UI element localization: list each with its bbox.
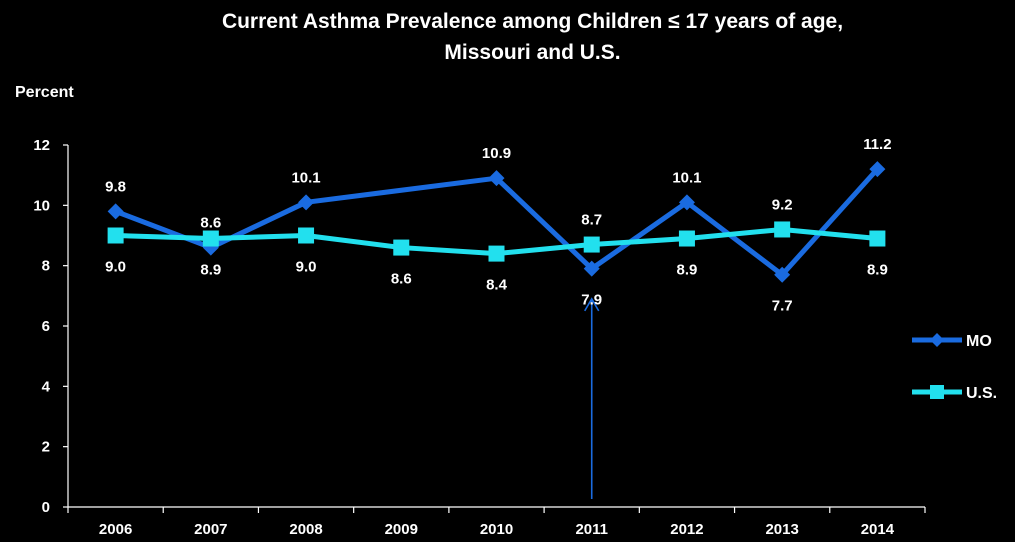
x-tick-label: 2011 [575, 521, 608, 538]
legend-label-us: U.S. [966, 385, 997, 402]
us-data-label: 8.9 [200, 262, 221, 279]
us-point [583, 236, 600, 253]
annotation-arrow-head [584, 297, 600, 312]
us-data-label: 8.4 [486, 277, 508, 294]
us-data-label: 9.0 [105, 259, 126, 276]
chart-title-line-1: Current Asthma Prevalence among Children… [221, 10, 844, 33]
us-point [488, 245, 505, 262]
us-point [393, 239, 410, 256]
x-tick-label: 2014 [861, 521, 895, 538]
us-data-label: 8.7 [581, 212, 602, 229]
x-tick-label: 2010 [480, 521, 513, 538]
us-point [678, 230, 695, 247]
x-tick-label: 2013 [765, 521, 798, 538]
y-tick-label: 0 [42, 499, 50, 516]
us-point [869, 230, 886, 247]
us-data-label: 8.9 [867, 262, 888, 279]
us-data-label: 8.9 [677, 262, 698, 279]
y-axis-label: Percent [15, 84, 74, 101]
mo-point [869, 161, 886, 178]
legend-marker-square [930, 385, 944, 399]
us-data-label: 9.0 [296, 259, 317, 276]
mo-data-label: 9.8 [105, 178, 126, 195]
chart-title-line-2: Missouri and U.S. [444, 41, 621, 64]
y-tick-label: 10 [33, 197, 50, 214]
x-tick-label: 2008 [289, 521, 322, 538]
us-data-label: 9.2 [772, 196, 793, 213]
us-point [298, 227, 315, 244]
y-tick-label: 6 [42, 318, 50, 335]
mo-data-label: 10.1 [291, 169, 320, 186]
y-tick-label: 4 [42, 378, 51, 395]
mo-data-label: 11.2 [863, 136, 891, 153]
legend-marker-diamond [930, 333, 944, 347]
us-point [202, 230, 219, 247]
chart-title: Current Asthma Prevalence among Children… [0, 6, 1015, 68]
mo-data-label: 10.1 [672, 169, 701, 186]
mo-point [583, 260, 600, 277]
mo-data-label: 7.9 [581, 292, 602, 309]
x-tick-label: 2009 [385, 521, 418, 538]
x-tick-label: 2006 [99, 521, 132, 538]
us-point [774, 221, 791, 238]
y-tick-label: 2 [42, 439, 50, 456]
mo-point [678, 194, 695, 211]
mo-data-label: 7.7 [772, 298, 793, 315]
mo-point [488, 170, 505, 187]
us-data-label: 8.6 [391, 271, 412, 288]
mo-point [774, 266, 791, 283]
mo-data-label: 8.6 [200, 215, 221, 232]
mo-data-label: 10.9 [482, 145, 511, 162]
mo-point [298, 194, 315, 211]
y-tick-label: 12 [33, 137, 50, 154]
mo-point [107, 203, 124, 220]
x-tick-label: 2012 [670, 521, 703, 538]
us-point [107, 227, 124, 244]
x-tick-label: 2007 [194, 521, 227, 538]
legend-label-mo: MO [966, 333, 992, 350]
y-tick-label: 8 [42, 258, 50, 275]
